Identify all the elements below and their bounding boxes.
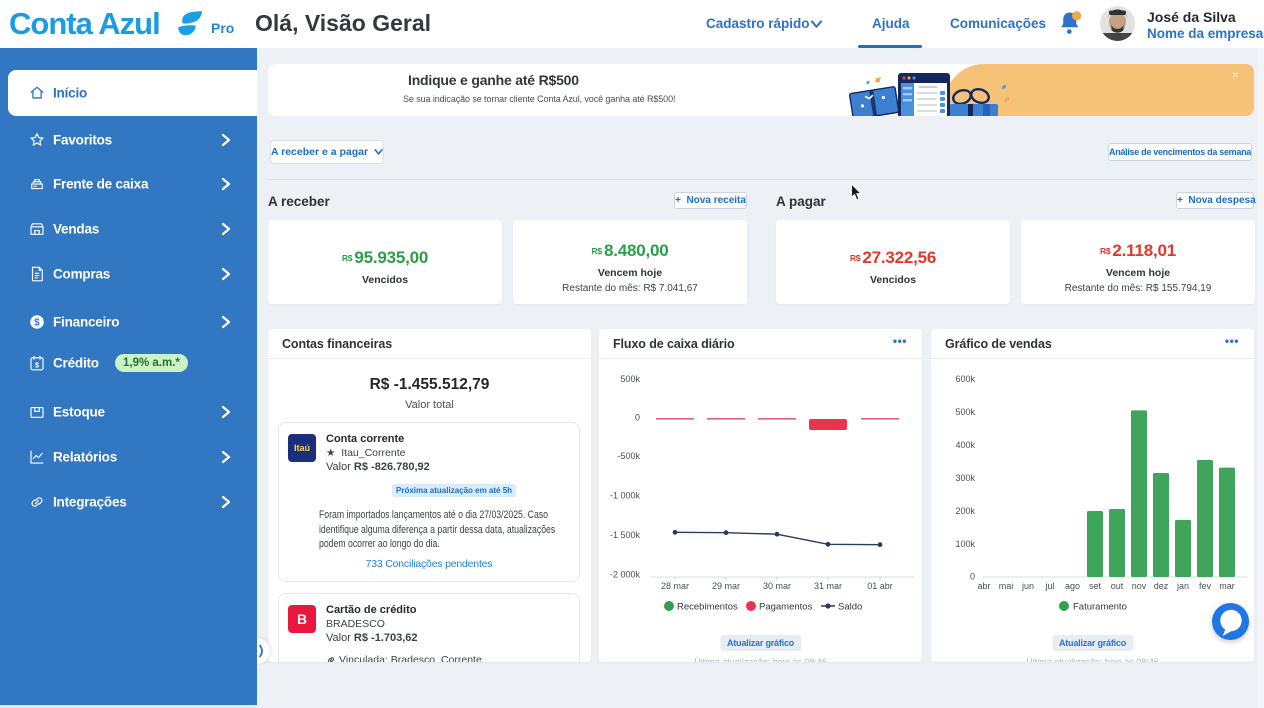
svg-text:500k: 500k bbox=[955, 407, 975, 417]
svg-text:$: $ bbox=[34, 317, 40, 328]
svg-text:out: out bbox=[1111, 581, 1124, 591]
svg-text:dez: dez bbox=[1154, 581, 1169, 591]
svg-text:500k: 500k bbox=[620, 374, 640, 384]
svg-text:ago: ago bbox=[1065, 581, 1080, 591]
svg-text:-2 000k: -2 000k bbox=[610, 570, 641, 580]
svg-text:600k: 600k bbox=[955, 374, 975, 384]
svg-text:jul: jul bbox=[1044, 581, 1054, 591]
svg-text:Pagamentos: Pagamentos bbox=[759, 602, 813, 613]
svg-text:set: set bbox=[1089, 581, 1102, 591]
svg-text:jan: jan bbox=[1176, 581, 1189, 591]
svg-text:0: 0 bbox=[970, 572, 975, 582]
svg-text:-1 000k: -1 000k bbox=[610, 491, 641, 501]
svg-text:29 mar: 29 mar bbox=[712, 581, 740, 591]
svg-text:01 abr: 01 abr bbox=[867, 581, 893, 591]
svg-text:200k: 200k bbox=[955, 506, 975, 516]
svg-text:mar: mar bbox=[1219, 581, 1235, 591]
svg-text:fev: fev bbox=[1199, 581, 1212, 591]
svg-text:Recebimentos: Recebimentos bbox=[677, 602, 738, 613]
svg-text:28 mar: 28 mar bbox=[661, 581, 689, 591]
svg-text:abr: abr bbox=[977, 581, 990, 591]
svg-text:jun: jun bbox=[1021, 581, 1034, 591]
svg-text:-1 500k: -1 500k bbox=[610, 530, 641, 540]
svg-text:0: 0 bbox=[635, 413, 640, 423]
svg-text:nov: nov bbox=[1132, 581, 1147, 591]
svg-text:Faturamento: Faturamento bbox=[1073, 602, 1127, 613]
svg-text:31 mar: 31 mar bbox=[814, 581, 842, 591]
svg-text:100k: 100k bbox=[955, 539, 975, 549]
svg-text:300k: 300k bbox=[955, 473, 975, 483]
svg-text:Saldo: Saldo bbox=[838, 602, 862, 613]
svg-text:400k: 400k bbox=[955, 440, 975, 450]
svg-text:30 mar: 30 mar bbox=[763, 581, 791, 591]
svg-text:$: $ bbox=[35, 361, 40, 370]
svg-text:-500k: -500k bbox=[617, 451, 640, 461]
svg-text:mai: mai bbox=[999, 581, 1014, 591]
